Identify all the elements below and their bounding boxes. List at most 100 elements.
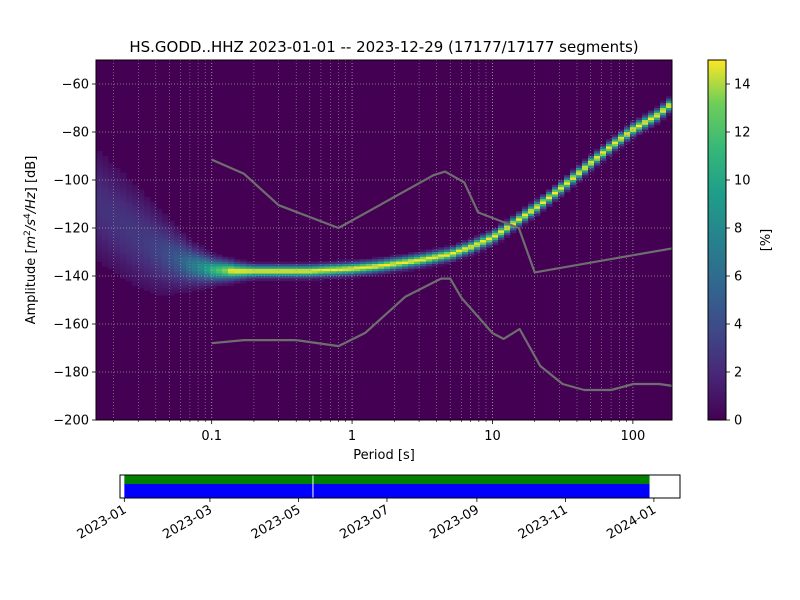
heatmap-cell <box>126 220 133 224</box>
heatmap-cell <box>348 266 355 270</box>
heatmap-cell <box>126 247 133 250</box>
heatmap-cell <box>96 153 103 157</box>
heatmap-cell <box>180 283 187 286</box>
heatmap-cell <box>156 242 163 246</box>
heatmap-cell <box>396 259 403 262</box>
heatmap-cell <box>348 271 355 274</box>
heatmap-cell <box>168 285 175 289</box>
heatmap-cell <box>180 252 187 255</box>
heatmap-cell <box>396 261 403 265</box>
heatmap-cell <box>114 201 121 205</box>
heatmap-cell <box>114 218 121 222</box>
noise-model-high <box>211 158 673 274</box>
heatmap-cell <box>156 268 163 272</box>
heatmap-cell <box>96 160 103 164</box>
heatmap-cell <box>300 273 307 277</box>
heatmap-cell <box>624 124 631 128</box>
heatmap-cell <box>240 259 247 262</box>
heatmap-cell <box>108 170 115 174</box>
heatmap-cell <box>294 278 301 282</box>
heatmap-cell <box>132 220 139 224</box>
heatmap-cell <box>384 261 391 265</box>
heatmap-cell <box>144 228 151 231</box>
heatmap-cell <box>246 273 253 277</box>
heatmap-cell <box>456 259 463 262</box>
heatmap-cell <box>408 252 415 255</box>
heatmap-cell <box>600 151 607 154</box>
heatmap-cell <box>102 158 109 162</box>
heatmap-cell <box>408 256 415 260</box>
heatmap-cell <box>354 276 361 279</box>
heatmap-cell <box>264 278 271 282</box>
heatmap-cell <box>282 273 289 277</box>
heatmap-cell <box>174 225 181 229</box>
heatmap-cell <box>144 218 151 222</box>
heatmap-cell <box>330 276 337 279</box>
heatmap-cell <box>606 153 613 157</box>
heatmap-cell <box>630 132 637 135</box>
colorbar-label: [%] <box>759 229 774 252</box>
heatmap-cell <box>144 220 151 224</box>
heatmap-cell <box>462 256 469 260</box>
heatmap-cell <box>420 261 427 265</box>
heatmap-cell <box>642 112 649 116</box>
heatmap-cell <box>162 213 169 217</box>
heatmap-cell <box>186 261 193 265</box>
heatmap-cell <box>402 264 409 267</box>
heatmap-cell <box>204 276 211 279</box>
heatmap-cell <box>606 144 613 147</box>
heatmap-cell <box>234 259 241 262</box>
heatmap-cell <box>228 273 235 277</box>
heatmap-cell <box>132 235 139 238</box>
heatmap-cell <box>228 271 235 274</box>
heatmap-cell <box>288 261 295 265</box>
heatmap-cell <box>408 259 415 262</box>
heatmap-cell <box>450 256 457 260</box>
heatmap-cell <box>390 256 397 260</box>
heatmap-cell <box>648 122 655 126</box>
heatmap-cell <box>108 206 115 210</box>
heatmap-cell <box>120 276 127 279</box>
heatmap-cell <box>426 261 433 265</box>
heatmap-cell <box>318 271 325 274</box>
heatmap-cell <box>114 204 121 207</box>
heatmap-cell <box>186 252 193 255</box>
heatmap-cell <box>108 213 115 217</box>
heatmap-cell <box>156 261 163 265</box>
heatmap-cell <box>306 261 313 265</box>
heatmap-cell <box>108 182 115 186</box>
heatmap-cell <box>336 271 343 274</box>
heatmap-cell <box>534 206 541 210</box>
heatmap-cell <box>174 271 181 274</box>
heatmap-cell <box>588 165 595 169</box>
heatmap-cell <box>156 223 163 226</box>
heatmap-cell <box>468 252 475 255</box>
heatmap-cell <box>444 249 451 253</box>
heatmap-cell <box>264 276 271 279</box>
heatmap-cell <box>288 268 295 272</box>
heatmap-cell <box>180 259 187 262</box>
heatmap-cell <box>240 280 247 284</box>
heatmap-cell <box>150 271 157 274</box>
heatmap-cell <box>144 223 151 226</box>
heatmap-cell <box>150 259 157 262</box>
heatmap-cell <box>324 261 331 265</box>
heatmap-cell <box>606 148 613 152</box>
heatmap-cell <box>354 268 361 272</box>
heatmap-cell <box>558 180 565 183</box>
heatmap-cell <box>138 211 145 214</box>
heatmap-cell <box>102 254 109 258</box>
heatmap-cell <box>480 232 487 236</box>
heatmap-cell <box>120 266 127 270</box>
heatmap-cell <box>534 196 541 200</box>
heatmap-cell <box>132 271 139 274</box>
heatmap-cell <box>198 252 205 255</box>
heatmap-cell <box>126 204 133 207</box>
heatmap-cell <box>120 264 127 267</box>
heatmap-cell <box>222 256 229 260</box>
heatmap-cell <box>174 264 181 267</box>
heatmap-cell <box>150 254 157 258</box>
heatmap-cell <box>144 285 151 289</box>
heatmap-cell <box>126 194 133 198</box>
heatmap-cell <box>378 259 385 262</box>
